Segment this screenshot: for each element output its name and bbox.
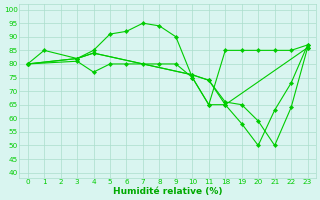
X-axis label: Humidité relative (%): Humidité relative (%) [113, 187, 222, 196]
